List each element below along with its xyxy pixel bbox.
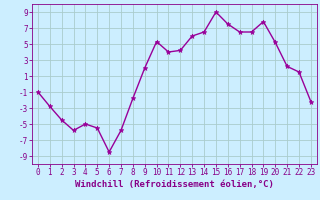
X-axis label: Windchill (Refroidissement éolien,°C): Windchill (Refroidissement éolien,°C) xyxy=(75,180,274,189)
